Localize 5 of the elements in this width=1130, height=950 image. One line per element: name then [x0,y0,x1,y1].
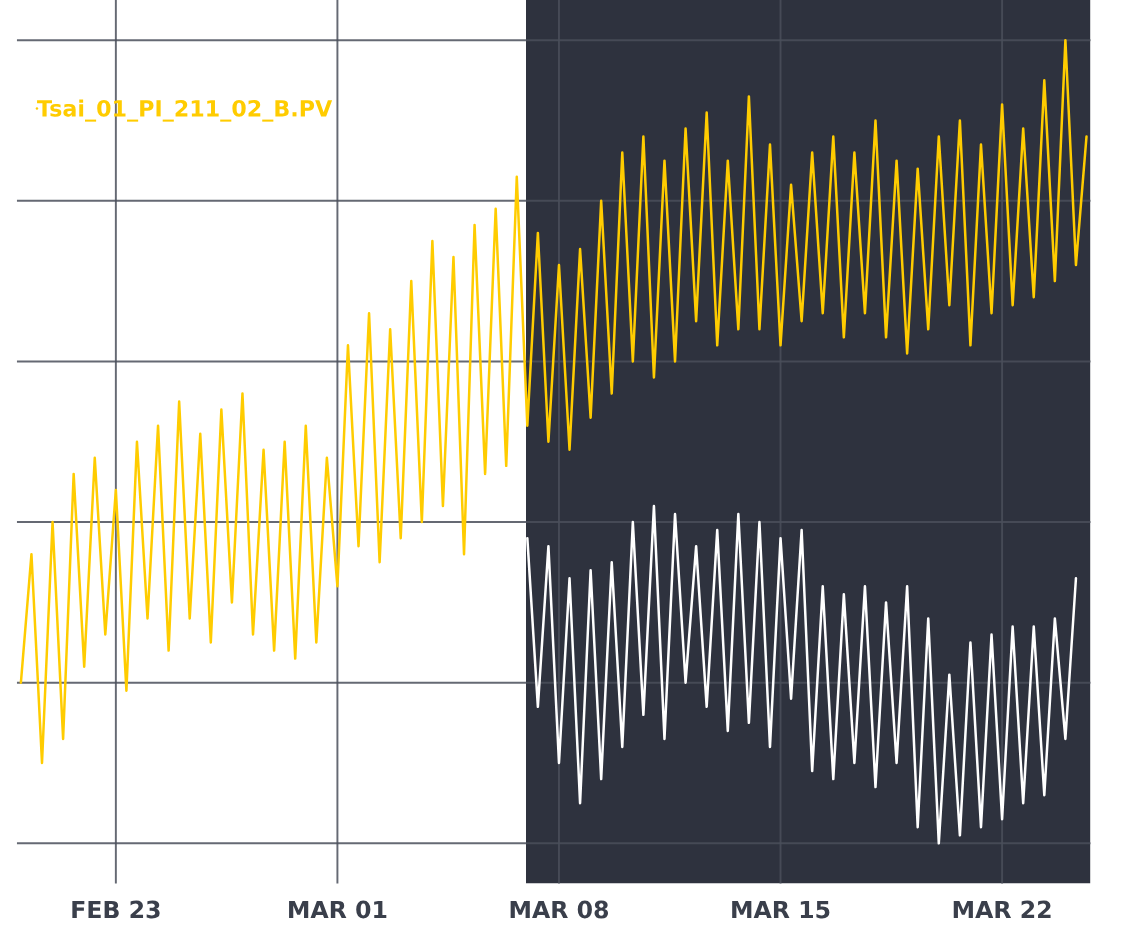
x-tick-label: MAR 08 [510,900,609,919]
x-tick-label: MAR 01 [289,900,387,919]
x-tick-label: MAR 15 [732,900,830,919]
x-tick-label: FEB 23 [72,900,160,919]
x-tick-label: MAR 22 [953,900,1051,919]
